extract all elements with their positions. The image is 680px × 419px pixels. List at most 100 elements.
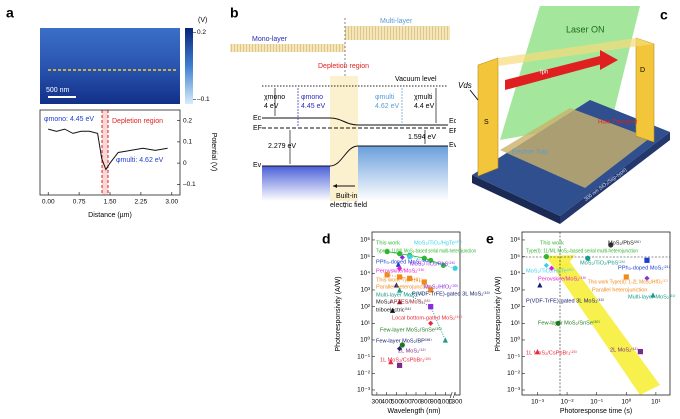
data-point bbox=[555, 320, 561, 326]
annotation: APTES/MoS₂⁽¹⁵⁾ bbox=[390, 298, 431, 305]
axis-break bbox=[451, 392, 456, 398]
annotation: triboelectric⁽¹¹⁾ bbox=[376, 306, 412, 313]
annotation: This work Type(II): 1-2L MoS₂/HfO₂⁽¹⁷⁾ bbox=[588, 278, 669, 285]
label: φmulti bbox=[375, 94, 395, 101]
data-point bbox=[396, 287, 403, 293]
series-line bbox=[409, 256, 456, 269]
annotation: Few-layer MoS₂/BP⁽³⁸⁾ bbox=[376, 337, 432, 344]
annotation: 2L MoS₂⁽¹²⁾ bbox=[398, 347, 426, 354]
data-point bbox=[585, 255, 591, 261]
data-point bbox=[534, 349, 541, 355]
data-point bbox=[389, 307, 396, 313]
y-tick-label: 10⁻³ bbox=[357, 387, 371, 394]
annotation: Multi-layer MoS₂⁽²¹⁾ bbox=[628, 293, 676, 300]
data-point bbox=[396, 346, 403, 352]
label: EF bbox=[449, 128, 458, 135]
y-tick-label: 10⁻¹ bbox=[357, 353, 371, 360]
valence-band-fill bbox=[262, 166, 330, 201]
annotation: MoS₂/PbS⁽²⁶⁾ bbox=[608, 239, 641, 246]
y-tick-label: –0.1 bbox=[183, 181, 196, 188]
substrate-side bbox=[560, 132, 670, 224]
x-tick-label: 3.00 bbox=[165, 199, 178, 206]
panel-letter: b bbox=[230, 5, 239, 21]
panel-a: a 500 nm (V) φmono: 4.45 eV Depletion re… bbox=[6, 5, 217, 219]
panel-b: b Multi-layer Mono-layer Depletion regio… bbox=[230, 5, 458, 210]
panel-letter: c bbox=[660, 7, 668, 23]
wire bbox=[469, 89, 479, 101]
y-tick-label: 10⁰ bbox=[360, 336, 370, 344]
x-tick-label: 10⁻² bbox=[561, 399, 575, 406]
substrate-side bbox=[472, 175, 560, 224]
data-point bbox=[396, 274, 403, 280]
annotation: Depletion region bbox=[112, 118, 163, 125]
drain-electrode bbox=[635, 37, 655, 143]
data-point bbox=[399, 254, 405, 260]
data-point bbox=[549, 265, 555, 271]
multi-layer-film bbox=[345, 26, 450, 40]
label: 4 eV bbox=[264, 103, 279, 110]
y-tick-label: 10⁶ bbox=[510, 237, 520, 244]
data-point bbox=[384, 249, 390, 255]
data-point bbox=[396, 299, 403, 305]
annotation: Perovskite/MoS₂⁽¹⁸⁾ bbox=[538, 275, 587, 282]
scale-bar-label: 500 nm bbox=[46, 87, 70, 94]
x-tick-label: 10⁰ bbox=[621, 398, 631, 406]
annotation: MoS₂/TiO₂/PbS⁽²⁶⁾ bbox=[410, 260, 456, 267]
y-tick-label: 10⁻² bbox=[357, 370, 371, 377]
label: χmulti bbox=[414, 94, 433, 101]
annotation: φmulti: 4.62 eV bbox=[116, 157, 164, 164]
y-tick-label: 10⁵ bbox=[360, 253, 370, 260]
axis-break bbox=[449, 391, 453, 399]
x-tick-label: 10¹ bbox=[651, 399, 661, 406]
y-tick-label: 10¹ bbox=[361, 320, 371, 327]
colorbar-tick-label: 0.2 bbox=[197, 29, 206, 36]
annotation: P(VDF-TrFE)-gated 3L MoS₂⁽¹³⁾ bbox=[412, 290, 490, 297]
data-point bbox=[384, 272, 390, 278]
depletion-region bbox=[330, 76, 358, 201]
x-tick-label: 10⁻³ bbox=[531, 399, 545, 406]
x-tick-label: 800 bbox=[420, 399, 431, 406]
annotation: Parallel heterojunction bbox=[592, 287, 647, 293]
label: 1.594 eV bbox=[408, 134, 436, 141]
annotation: φmono: 4.45 eV bbox=[44, 116, 94, 123]
depletion-band bbox=[102, 110, 108, 195]
x-axis-label: Distance (µm) bbox=[88, 212, 132, 219]
x-axis-label: Wavelength (nm) bbox=[387, 408, 440, 415]
data-point bbox=[396, 265, 403, 271]
y-tick-label: 10⁻³ bbox=[507, 387, 521, 394]
label: Depletion region bbox=[318, 63, 369, 70]
label: Iph bbox=[540, 70, 548, 76]
label: Hole Transport bbox=[598, 120, 638, 126]
data-point bbox=[623, 274, 629, 280]
label: Ec bbox=[253, 115, 262, 122]
x-tick-label: 1.50 bbox=[104, 199, 117, 206]
annotation: This work bbox=[540, 240, 564, 246]
y-tick-label: 0.1 bbox=[183, 139, 192, 146]
label: Ec bbox=[449, 118, 458, 125]
data-point bbox=[428, 287, 434, 293]
potential-profile bbox=[48, 128, 168, 171]
label: Ev bbox=[253, 162, 262, 169]
label: EF bbox=[253, 125, 262, 132]
channel bbox=[500, 108, 650, 188]
current-arrow bbox=[505, 56, 602, 90]
data-point bbox=[644, 257, 650, 263]
y-tick-label: 10⁻¹ bbox=[507, 353, 521, 360]
x-axis-label: Photoresponse time (s) bbox=[560, 408, 632, 415]
data-point bbox=[608, 242, 614, 248]
label: φmono bbox=[301, 94, 323, 101]
data-point bbox=[543, 254, 549, 260]
y-tick-label: 0 bbox=[183, 160, 187, 167]
y-tick-label: 10¹ bbox=[511, 320, 521, 327]
annotation: MoS₂/ bbox=[376, 299, 392, 305]
label: 4.45 eV bbox=[301, 103, 325, 110]
data-point bbox=[650, 292, 656, 298]
panel-d: d Wavelength (nm) Photoresponsivity (A/W… bbox=[322, 231, 441, 415]
source-electrode bbox=[477, 57, 499, 177]
label: Vacuum level bbox=[395, 76, 437, 83]
potential-map bbox=[40, 28, 180, 104]
x-tick-label: 500 bbox=[391, 399, 402, 406]
valence-band bbox=[262, 145, 448, 167]
label: Mono-layer bbox=[252, 36, 288, 43]
data-point bbox=[428, 320, 434, 326]
